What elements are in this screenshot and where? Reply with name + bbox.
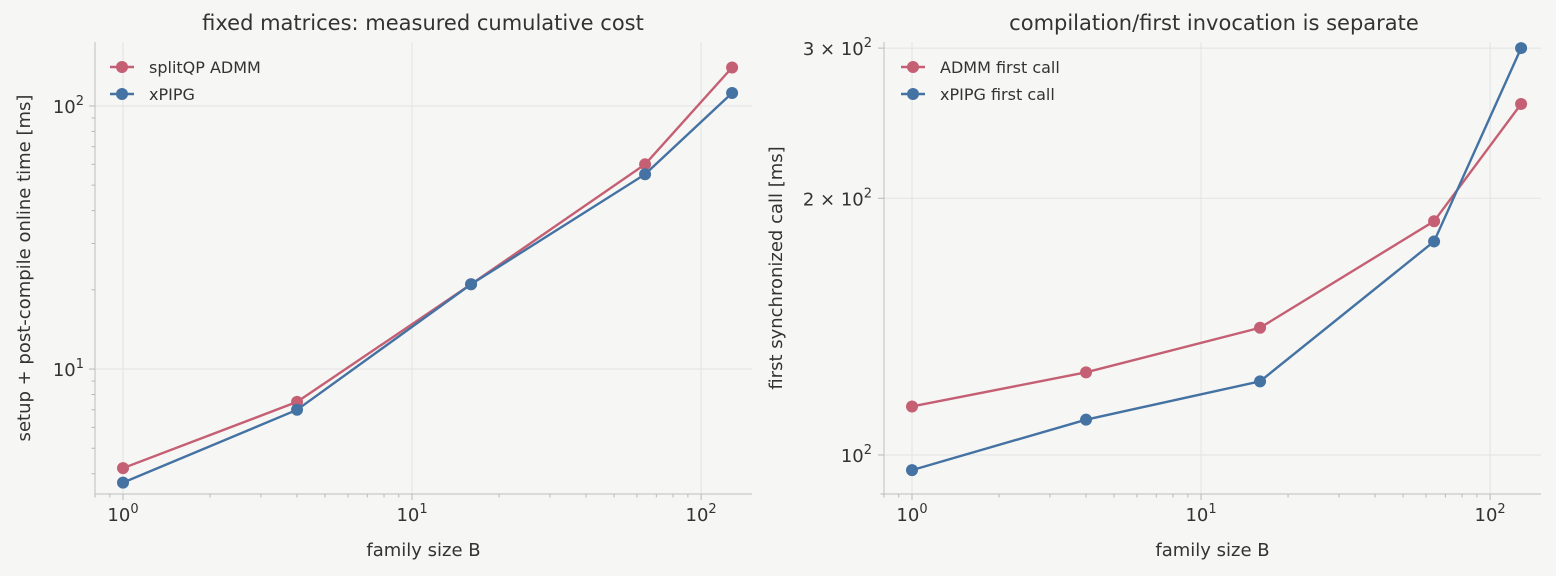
- data-point: [1254, 321, 1267, 334]
- legend-label: xPIPG first call: [940, 85, 1055, 104]
- data-point: [1080, 413, 1093, 426]
- data-point: [117, 462, 130, 475]
- data-point: [1080, 366, 1093, 379]
- y-axis-label: first synchronized call [ms]: [766, 146, 787, 389]
- x-axis-label: family size B: [366, 540, 480, 561]
- data-point: [465, 278, 478, 291]
- series-line: [911, 103, 1523, 408]
- legend-marker: [116, 88, 128, 100]
- data-point: [1515, 97, 1528, 110]
- legend-label: splitQP ADMM: [149, 58, 261, 77]
- x-axis-label: family size B: [1155, 540, 1269, 561]
- data-point: [906, 464, 919, 477]
- data-point: [1428, 215, 1441, 228]
- x-tick-label: 101: [396, 502, 427, 526]
- data-point: [639, 168, 652, 181]
- y-tick-label: 3 × 102: [803, 36, 872, 60]
- y-tick-label: 101: [53, 357, 84, 381]
- y-tick-label: 102: [53, 94, 84, 118]
- series-xpipg: [117, 86, 739, 489]
- legend-marker: [116, 61, 128, 73]
- data-point: [726, 86, 739, 99]
- chart-panel-1: 100 101 102 101 102 fixed matrices: measured …: [14, 11, 752, 561]
- chart-title: fixed matrices: measured cumulative cost: [202, 11, 644, 35]
- data-point: [291, 403, 304, 416]
- data-point: [639, 158, 652, 171]
- series-xpipg-first-call: [906, 42, 1528, 477]
- x-tick-label: 102: [1475, 502, 1506, 526]
- series-splitqp-admm: [117, 61, 739, 475]
- legend: ADMM first call xPIPG first call: [901, 58, 1060, 104]
- y-tick-label: 102: [841, 443, 872, 467]
- chart-title: compilation/first invocation is separate: [1009, 11, 1419, 35]
- legend-marker: [907, 61, 919, 73]
- series-line: [122, 92, 733, 484]
- x-tick-label: 100: [107, 502, 138, 526]
- data-point: [117, 476, 130, 489]
- data-point: [1515, 42, 1528, 55]
- legend-label: xPIPG: [149, 85, 195, 104]
- x-tick-label: 102: [686, 502, 717, 526]
- chart-panel-2: 100 101 102 102 2 × 102 3 × 102 compilation/fi…: [766, 11, 1541, 561]
- series-admm-first-call: [906, 97, 1528, 413]
- legend: splitQP ADMM xPIPG: [110, 58, 261, 104]
- data-point: [1428, 235, 1441, 248]
- data-point: [906, 400, 919, 413]
- series-line: [122, 66, 733, 470]
- series-line: [911, 47, 1523, 472]
- legend-marker: [907, 88, 919, 100]
- x-tick-label: 101: [1185, 502, 1216, 526]
- x-tick-label: 100: [896, 502, 927, 526]
- data-point: [1254, 375, 1267, 388]
- y-axis-label: setup + post-compile online time [ms]: [14, 95, 35, 442]
- data-point: [726, 61, 739, 74]
- legend-label: ADMM first call: [940, 58, 1060, 77]
- y-tick-label: 2 × 102: [803, 186, 872, 210]
